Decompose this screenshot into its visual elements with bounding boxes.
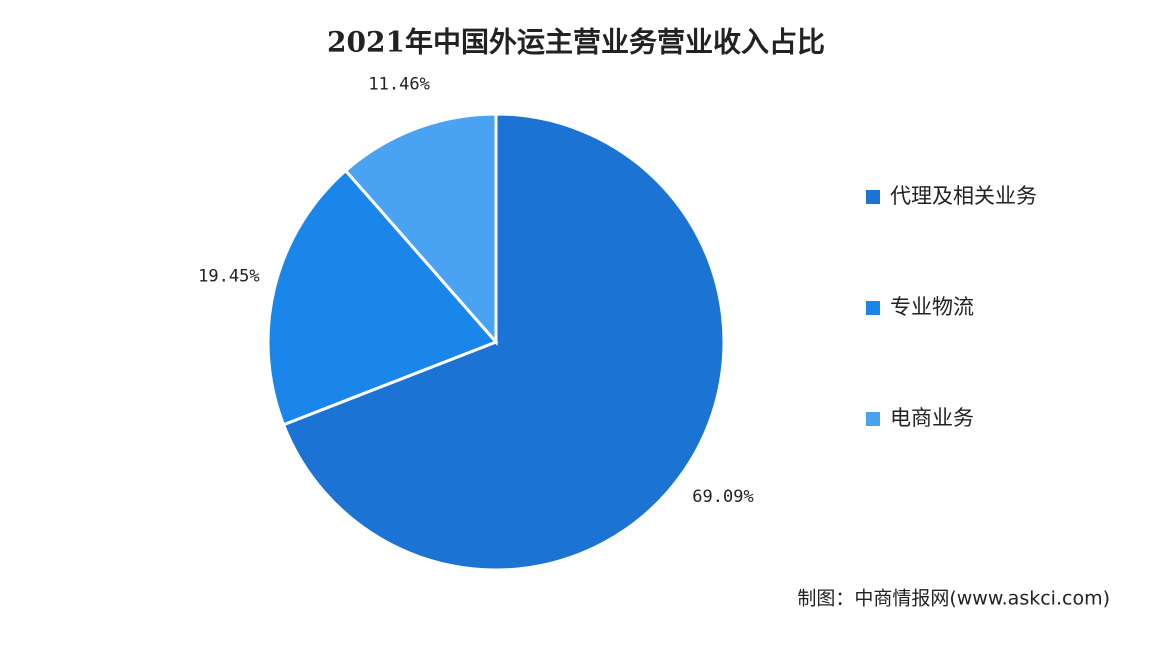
legend-swatch — [866, 301, 880, 315]
value-label: 19.45% — [198, 267, 259, 287]
pie-slice — [266, 168, 499, 427]
chart-title: 2021年中国外运主营业务营业收入占比 — [327, 26, 825, 59]
value-label: 11.46% — [368, 75, 429, 95]
legend-label: 电商业务 — [890, 406, 974, 430]
legend-label: 专业物流 — [890, 295, 974, 319]
legend-label: 代理及相关业务 — [890, 184, 1037, 208]
pie-slice — [343, 112, 498, 346]
value-label: 69.09% — [692, 487, 753, 507]
pie-slice — [281, 112, 726, 572]
legend-swatch — [866, 412, 880, 426]
legend-swatch — [866, 190, 880, 204]
source-note: 制图：中商情报网(www.askci.com) — [797, 588, 1110, 610]
